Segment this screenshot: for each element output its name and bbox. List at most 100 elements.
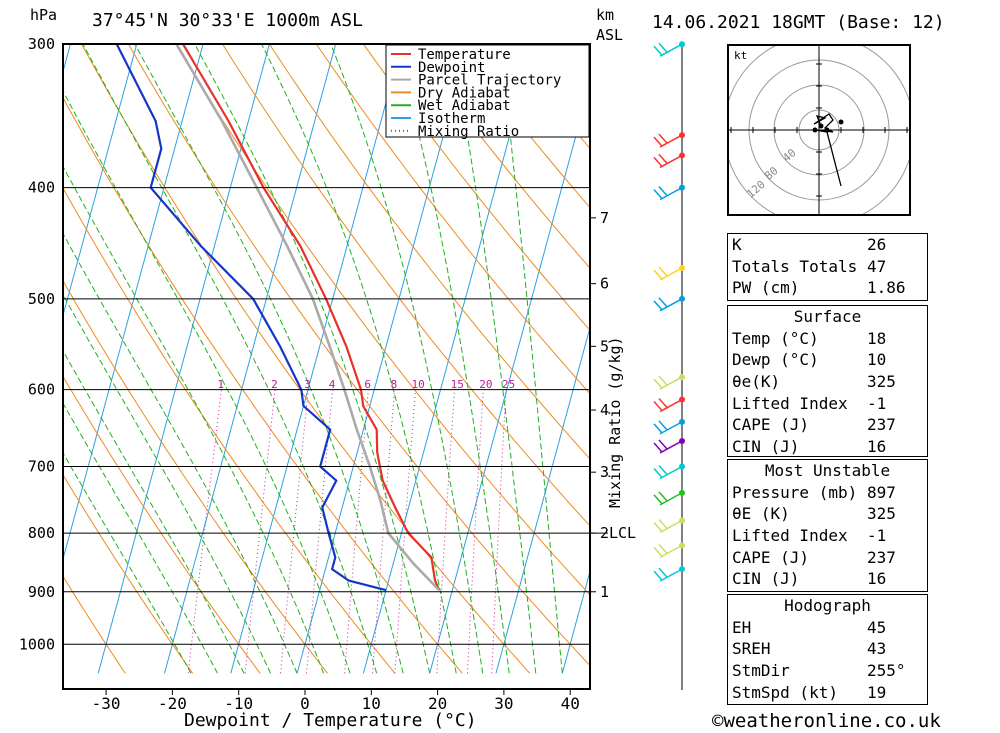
mixing-ratio-label: 20: [479, 378, 492, 391]
wet-adiabat-line: [450, 44, 537, 674]
x-tick-label: 0: [300, 694, 310, 713]
dry-adiabat-line: [63, 375, 261, 674]
pressure-tick-label: 800: [28, 524, 55, 542]
dry-adiabat-line: [63, 473, 194, 674]
isotherm-line: [495, 325, 590, 674]
wind-barb-feather: [658, 491, 668, 502]
wind-barb-feather: [653, 300, 663, 311]
wind-barb-feather: [658, 518, 668, 529]
index-label: CIN (J): [732, 437, 800, 457]
index-row: EH 45: [728, 617, 927, 639]
index-row: K 26: [728, 234, 927, 256]
wind-barb-feather: [658, 297, 668, 308]
mixing-ratio-line: [394, 389, 416, 674]
dry-adiabat-line: [63, 575, 126, 674]
index-value: 26: [867, 235, 887, 254]
pressure-unit-label: hPa: [30, 6, 58, 24]
index-value: 897: [867, 482, 896, 502]
mixing-ratio-line: [491, 389, 507, 674]
dry-adiabat-line: [268, 44, 590, 460]
wet-adiabat-line: [63, 349, 245, 674]
x-tick-label: -30: [92, 694, 121, 713]
mixing-ratio-label: 3: [304, 378, 311, 391]
index-value: 325: [867, 504, 896, 524]
plot-area: [63, 44, 590, 674]
index-label: CAPE (J): [732, 547, 810, 567]
mixing-ratio-label: 10: [412, 378, 425, 391]
wind-barb-staff: [659, 440, 683, 454]
index-label: PW (cm): [732, 278, 800, 298]
pressure-tick-label: 400: [28, 179, 55, 197]
isotherm-line: [63, 44, 204, 561]
wind-barb-staff: [659, 154, 683, 169]
index-row: Pressure (mb) 897: [728, 482, 927, 504]
copyright-text[interactable]: ©weatheronline.co.uk: [712, 710, 941, 732]
index-row: θE (K) 325: [728, 503, 927, 525]
mixing-ratio-line: [280, 389, 309, 674]
index-row: Lifted Index -1: [728, 393, 927, 415]
table-title: Surface: [793, 307, 862, 326]
index-row: PW (cm) 1.86: [728, 277, 927, 299]
wet-adiabat-line: [394, 44, 510, 674]
pressure-tick-label: 300: [28, 35, 55, 53]
isotherm-line: [561, 569, 590, 674]
wind-barb-feather: [658, 439, 668, 450]
mixing-ratio-label: 25: [502, 378, 515, 391]
index-label: θe(K): [732, 372, 781, 392]
legend-box: [385, 44, 590, 138]
km-tick-label: 7: [600, 209, 609, 227]
hodograph-ring-label: 120: [744, 178, 768, 201]
isotherm-line: [296, 44, 469, 674]
wind-barbs: [653, 41, 685, 690]
index-label: StmDir: [732, 661, 790, 681]
wind-barb-feather: [653, 521, 663, 532]
index-value: -1: [867, 526, 887, 546]
km-tick-label: 6: [600, 275, 609, 293]
wind-barb-feather: [658, 186, 668, 197]
wet-adiabat-line: [82, 44, 378, 674]
x-tick-label: 10: [362, 694, 381, 713]
index-value: 10: [867, 350, 887, 370]
wind-barb-staff: [659, 267, 683, 281]
dry-adiabat-line: [63, 96, 463, 674]
wind-barb-staff: [659, 421, 683, 435]
wind-barb-staff: [659, 465, 683, 480]
mixing-ratio-line: [306, 389, 334, 674]
wind-barb-feather: [653, 546, 663, 557]
index-row: StmDir 255°: [728, 660, 927, 682]
hodograph-ring-label: 80: [762, 164, 781, 182]
mixing-ratio-line: [187, 389, 222, 674]
datetime-label: 14.06.2021 18GMT (Base: 12): [652, 12, 945, 33]
km-tick-label: 3: [600, 463, 609, 481]
pressure-tick-label: 1000: [19, 635, 55, 653]
isotherm-line: [429, 82, 590, 674]
hodograph-point: [824, 127, 830, 133]
dry-adiabat-line: [63, 187, 396, 674]
pressure-tick-label: 500: [28, 290, 55, 308]
km-tick-label: 4: [600, 401, 609, 419]
wind-barb-feather: [653, 378, 663, 389]
km-tick-label: 1: [600, 583, 609, 601]
index-row: Dewp (°C) 10: [728, 349, 927, 371]
km-label: km: [596, 6, 615, 24]
legend-entry: Isotherm: [418, 111, 485, 127]
wind-barb-feather: [658, 266, 668, 277]
wind-barb-feather: [653, 45, 663, 56]
km-tick-label: 5: [600, 337, 609, 355]
lcl-label: LCL: [609, 524, 636, 542]
index-value: 16: [867, 437, 887, 457]
wind-barb-staff: [659, 492, 683, 506]
isotherm-line: [164, 44, 337, 674]
mixing-ratio-label: 4: [329, 378, 336, 391]
index-label: Totals Totals: [732, 256, 858, 276]
mixing-ratio-axis-label: Mixing Ratio (g/kg): [606, 336, 624, 508]
index-label: θE (K): [732, 504, 790, 524]
wind-barb-staff: [659, 544, 683, 559]
index-value: 43: [867, 639, 887, 659]
index-label: CIN (J): [732, 569, 800, 589]
hodograph-indices-box: Hodograph EH 45 SREH 43 StmDir 255° StmSpd (kt)…: [727, 594, 928, 705]
isotherm-line: [97, 44, 270, 674]
